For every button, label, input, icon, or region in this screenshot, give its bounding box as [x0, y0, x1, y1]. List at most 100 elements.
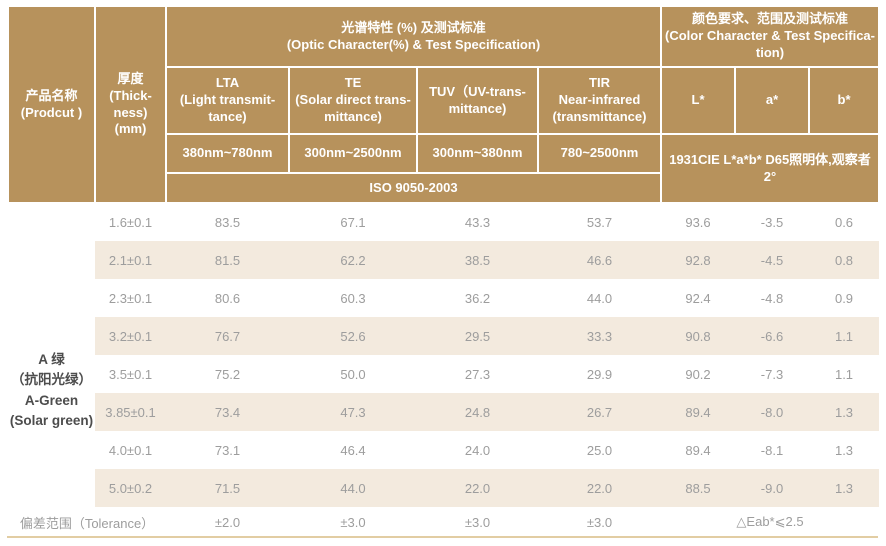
value-cell: -7.3: [760, 366, 784, 382]
value-cell: 24.8: [417, 393, 538, 431]
value-cell: 38.5: [417, 241, 538, 279]
col-header-product: 产品名称 (Prodcut ): [7, 5, 96, 204]
table-row: 2.1±0.1 81.5 62.2 38.5 46.6 92.8 -4.5 0.8: [8, 241, 880, 279]
tolerance-eab-cell: △Eab*⩽2.5: [661, 507, 880, 537]
value-cell: 1.3: [809, 393, 880, 431]
header-row-bands: 380nm~780nm 300nm~2500nm 300nm~380nm 780…: [8, 133, 881, 204]
table-body: A 绿 （抗阳光绿） A-Green (Solar green) 1.6±0.1 8…: [8, 203, 880, 537]
value-cell: -4.8: [760, 290, 784, 306]
value-cell: 83.5: [214, 215, 241, 230]
tolerance-label: 偏差范围（Tolerance）: [8, 507, 166, 537]
table-header: 产品名称 (Prodcut ) 厚度 (Thick- ness) (mm) 光谱…: [7, 5, 881, 204]
value-cell: 44.0: [289, 469, 417, 507]
value-cell: -6.6: [735, 317, 809, 355]
tolerance-value-cell: ±3.0: [417, 507, 538, 537]
value-cell: 81.5: [166, 241, 289, 279]
value-cell: -4.5: [735, 241, 809, 279]
value-cell: 52.6: [289, 317, 417, 355]
table-row: 4.0±0.1 73.1 46.4 24.0 25.0 89.4 -8.1 1.3: [8, 431, 879, 469]
band-tir: 780~2500nm: [537, 133, 662, 174]
value-cell: 0.9: [834, 290, 854, 306]
value-cell: 80.6: [214, 290, 241, 306]
table-row: 5.0±0.2 71.5 44.0 22.0 22.0 88.5 -9.0 1.3: [8, 469, 880, 507]
value-cell: 92.8: [661, 241, 735, 279]
tolerance-row: 偏差范围（Tolerance） ±2.0 ±3.0 ±3.0 ±3.0 △Eab*⩽2.5: [8, 507, 880, 537]
iso-standard-cell: ISO 9050-2003: [165, 172, 662, 204]
value-cell: 75.2: [214, 366, 241, 382]
thickness-cell: 5.0±0.2: [95, 469, 166, 507]
table-row: A 绿 （抗阳光绿） A-Green (Solar green) 1.6±0.1 8…: [8, 203, 879, 507]
value-cell: 44.0: [586, 290, 613, 306]
value-cell: 0.6: [834, 215, 854, 230]
value-cell: 0.8: [809, 241, 880, 279]
col-header-color-group: 颜色要求、范围及测试标准 (Color Character & Test Spe…: [659, 5, 881, 68]
value-cell: 89.4: [661, 393, 735, 431]
value-cell: -8.1: [760, 442, 784, 458]
value-cell: 25.0: [586, 442, 613, 458]
band-tuv: 300nm~380nm: [416, 133, 539, 174]
value-cell: 27.3: [464, 366, 491, 382]
value-cell: 29.9: [586, 366, 613, 382]
thickness-cell: 2.3±0.1: [108, 290, 153, 306]
value-cell: 22.0: [538, 469, 661, 507]
col-header-b-star: b*: [807, 66, 881, 135]
value-cell: 50.0: [340, 366, 366, 382]
value-cell: 92.4: [685, 290, 711, 306]
cie-standard-cell: 1931CIE L*a*b* D65照明体,观察者2°: [659, 133, 881, 204]
value-cell: 93.6: [685, 215, 711, 230]
value-cell: 46.6: [538, 241, 661, 279]
col-header-tuv: TUV（UV-trans- mittance): [416, 66, 539, 135]
thickness-cell: 1.6±0.1: [108, 215, 153, 230]
value-cell: 46.4: [340, 442, 366, 458]
value-cell: 1.3: [809, 469, 880, 507]
value-cell: 22.0: [417, 469, 538, 507]
table-row: 2.3±0.1 80.6 60.3 36.2 44.0 92.4 -4.8 0.9: [8, 279, 879, 317]
value-cell: -8.0: [735, 393, 809, 431]
value-cell: 47.3: [289, 393, 417, 431]
value-cell: 36.2: [464, 290, 491, 306]
band-te: 300nm~2500nm: [288, 133, 418, 174]
glass-spec-table: 产品名称 (Prodcut ) 厚度 (Thick- ness) (mm) 光谱…: [7, 5, 881, 537]
tolerance-value-cell: ±2.0: [166, 507, 289, 537]
bottom-divider: [7, 536, 878, 538]
header-row-iso: ISO 9050-2003: [8, 172, 879, 204]
thickness-cell: 3.85±0.1: [95, 393, 166, 431]
thickness-cell: 3.2±0.1: [95, 317, 166, 355]
tolerance-value-cell: ±3.0: [289, 507, 417, 537]
value-cell: 90.2: [685, 366, 711, 382]
col-header-l-star: L*: [660, 66, 736, 135]
table-row: 3.85±0.1 73.4 47.3 24.8 26.7 89.4 -8.0 1.3: [8, 393, 880, 431]
value-cell: 29.5: [417, 317, 538, 355]
value-cell: 73.1: [214, 442, 241, 458]
value-cell: 43.3: [464, 215, 491, 230]
thickness-cell: 2.1±0.1: [95, 241, 166, 279]
value-cell: 67.1: [340, 215, 366, 230]
table-row: 3.5±0.1 75.2 50.0 27.3 29.9 90.2 -7.3 1.1: [8, 355, 879, 393]
value-cell: 60.3: [340, 290, 366, 306]
col-header-thickness: 厚度 (Thick- ness) (mm): [94, 5, 167, 204]
value-cell: -3.5: [760, 215, 784, 230]
col-header-tir: TIR Near-infrared (transmittance): [537, 66, 662, 135]
value-cell: 24.0: [464, 442, 491, 458]
col-header-lta: LTA (Light transmit- tance): [165, 66, 290, 135]
value-cell: 89.4: [685, 442, 711, 458]
band-lta: 380nm~780nm: [165, 133, 290, 174]
col-header-te: TE (Solar direct trans- mittance): [288, 66, 418, 135]
value-cell: 71.5: [166, 469, 289, 507]
thickness-cell: 4.0±0.1: [108, 442, 153, 458]
value-cell: -9.0: [735, 469, 809, 507]
value-cell: 62.2: [289, 241, 417, 279]
value-cell: 76.7: [166, 317, 289, 355]
value-cell: 33.3: [538, 317, 661, 355]
col-header-optic-group: 光谱特性 (%) 及测试标准 (Optic Character(%) & Tes…: [165, 5, 662, 68]
value-cell: 26.7: [538, 393, 661, 431]
value-cell: 88.5: [661, 469, 735, 507]
tolerance-value-cell: ±3.0: [538, 507, 661, 537]
value-cell: 1.1: [809, 317, 880, 355]
value-cell: 53.7: [586, 215, 613, 230]
thickness-cell: 3.5±0.1: [108, 366, 153, 382]
col-header-a-star: a*: [734, 66, 810, 135]
value-cell: 1.1: [834, 366, 854, 382]
product-group-label: A 绿 （抗阳光绿） A-Green (Solar green): [8, 203, 95, 507]
